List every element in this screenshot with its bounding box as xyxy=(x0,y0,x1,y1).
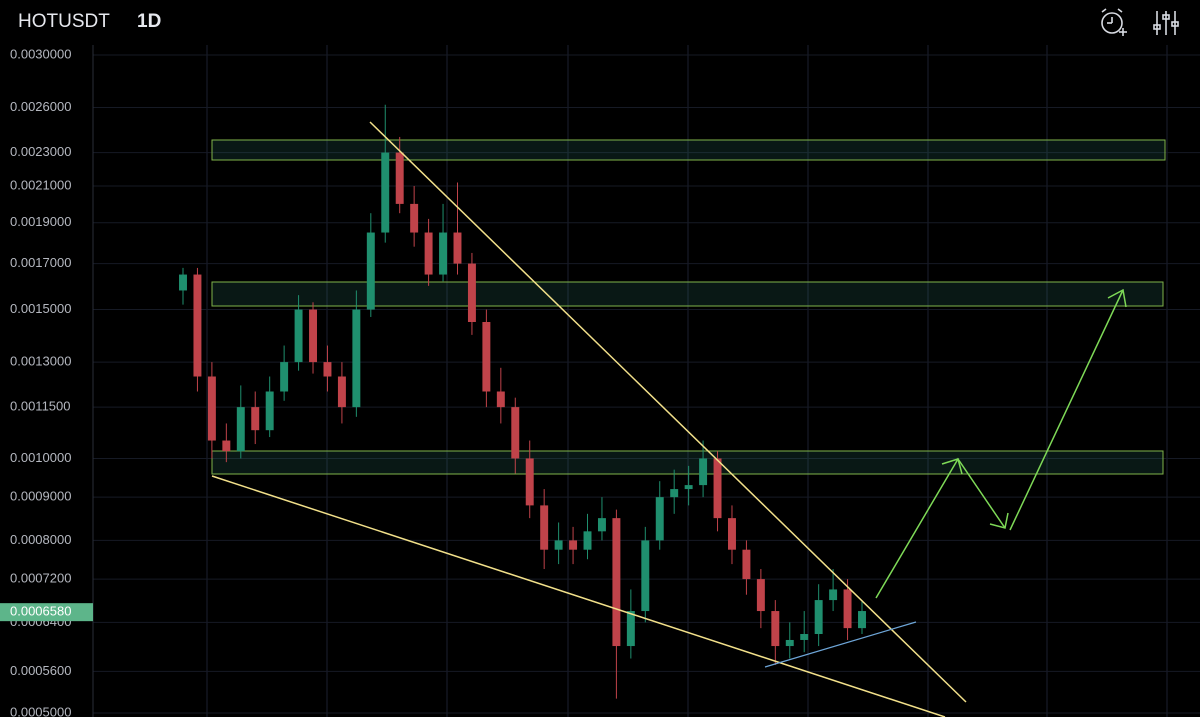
candle-body xyxy=(294,309,303,363)
candle-body xyxy=(309,309,317,363)
candle-body xyxy=(597,518,606,532)
alert-icon[interactable] xyxy=(1101,8,1127,36)
candle-body xyxy=(829,589,838,601)
candle-body xyxy=(785,639,794,647)
y-tick-label: 0.0005000 xyxy=(10,704,71,717)
candle-body xyxy=(814,600,823,635)
candle-body xyxy=(699,458,708,486)
candle-body xyxy=(655,497,664,541)
candle-body xyxy=(424,232,433,275)
arrow-head xyxy=(941,458,963,475)
candle-body xyxy=(569,540,578,550)
candle-body xyxy=(771,611,780,647)
support-line xyxy=(764,621,917,668)
y-tick-label: 0.0019000 xyxy=(10,214,71,229)
candle-body xyxy=(641,540,650,612)
y-tick-label: 0.0011500 xyxy=(10,399,71,414)
support-zone xyxy=(211,450,1164,475)
y-tick-label: 0.0026000 xyxy=(10,99,71,114)
y-tick-label: 0.0015000 xyxy=(10,301,71,316)
candle-body xyxy=(670,489,679,498)
candles xyxy=(179,104,866,699)
y-tick-label: 0.0008000 xyxy=(10,532,71,547)
y-axis: 0.0030000 0.0026000 0.0023000 0.0021000 0.00… xyxy=(0,46,93,717)
candle-body xyxy=(482,321,491,392)
y-tick-label: 0.0005600 xyxy=(10,663,71,678)
y-tick-label: 0.0017000 xyxy=(10,255,71,270)
candle-body xyxy=(352,309,361,408)
candle-body xyxy=(207,376,216,441)
candle-body xyxy=(236,407,245,452)
y-tick-label: 0.0007200 xyxy=(10,571,71,586)
candle-body xyxy=(323,362,332,377)
candle-body xyxy=(410,203,419,233)
candle-body xyxy=(193,274,202,377)
candle-body xyxy=(395,152,404,204)
candle-body xyxy=(800,634,809,640)
candle-body xyxy=(684,485,693,490)
candle-body xyxy=(439,232,448,275)
candle-body xyxy=(756,579,765,612)
candle-body xyxy=(337,376,346,408)
resistance-zone xyxy=(211,281,1164,307)
candle-body xyxy=(511,407,520,459)
candle-body xyxy=(626,611,635,647)
candle-body xyxy=(381,152,390,233)
candle-body xyxy=(222,440,231,452)
settings-icon[interactable] xyxy=(1153,11,1179,35)
candle-body xyxy=(525,458,534,506)
candle-body xyxy=(265,391,274,431)
current-price-label: 0.0006580 xyxy=(10,604,71,619)
y-tick-label: 0.0009000 xyxy=(10,489,71,504)
candle-body xyxy=(366,232,375,310)
y-tick-label: 0.0030000 xyxy=(10,46,71,61)
interval[interactable]: 1D xyxy=(137,11,161,32)
projection-arrows xyxy=(875,288,1127,599)
current-price-tag xyxy=(0,603,93,622)
candle-body xyxy=(554,540,563,550)
y-tick-label: 0.0013000 xyxy=(10,354,71,369)
upper-trend-line xyxy=(369,121,967,703)
lower-trend-line xyxy=(211,475,946,717)
symbol-title: HOTUSDT xyxy=(18,11,110,32)
candle-body xyxy=(728,518,736,550)
y-tick-label: 0.0021000 xyxy=(10,177,71,192)
candle-body xyxy=(251,407,260,431)
arrow-head xyxy=(1107,288,1127,308)
candle-body xyxy=(540,505,549,550)
candle-body xyxy=(612,518,621,647)
y-tick-label: 0.0023000 xyxy=(10,144,71,159)
arrow-head xyxy=(989,512,1009,529)
candle-body xyxy=(843,589,852,629)
candle-body xyxy=(467,263,476,322)
projection-path xyxy=(1009,289,1124,531)
candle-body xyxy=(496,391,505,408)
candle-body xyxy=(453,232,462,264)
trend-lines xyxy=(211,121,967,717)
candle-body xyxy=(280,362,289,392)
candle-body xyxy=(713,458,722,519)
y-tick-label: 0.0010000 xyxy=(10,450,71,465)
candle-body xyxy=(858,611,866,629)
header-bar xyxy=(0,0,1200,45)
resistance-zone xyxy=(211,139,1166,161)
candle-body xyxy=(583,531,592,550)
candle-body xyxy=(742,549,751,580)
candle-body xyxy=(179,274,187,291)
